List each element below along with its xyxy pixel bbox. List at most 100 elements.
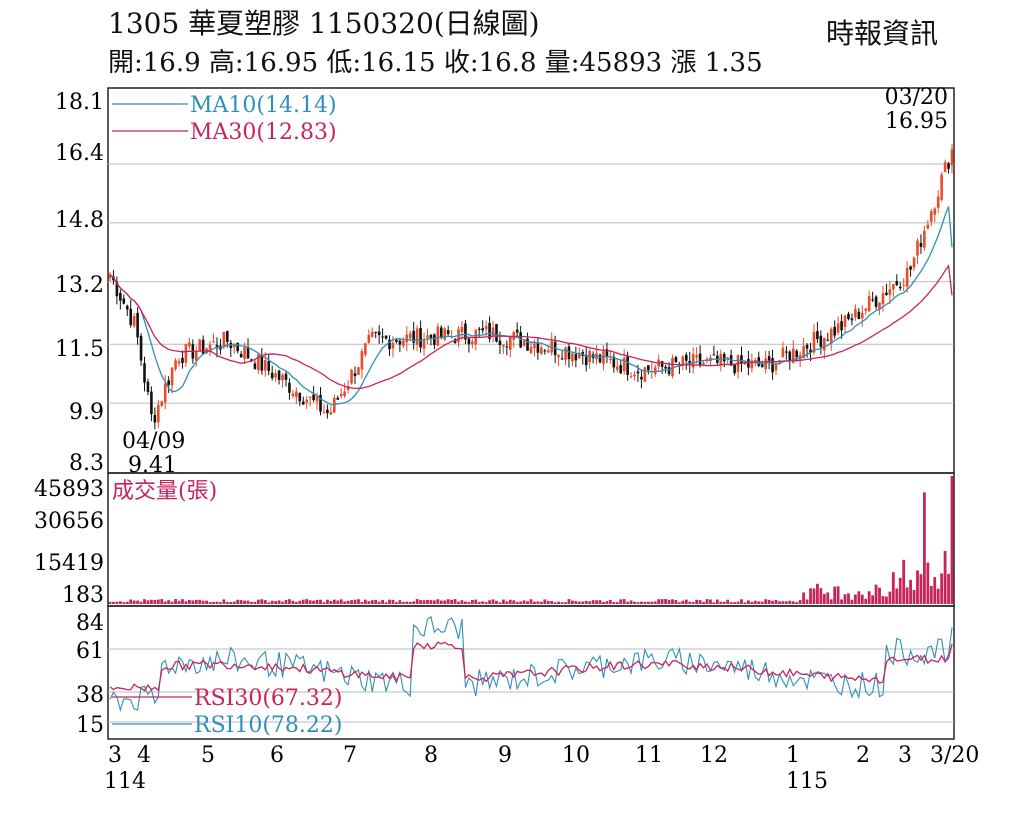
- volume-bar: [212, 601, 215, 604]
- volume-bar: [802, 592, 806, 604]
- volume-bar: [753, 600, 757, 604]
- volume-bar: [819, 588, 823, 604]
- candle-body: [929, 211, 933, 222]
- volume-bar: [550, 601, 554, 604]
- volume-bar: [146, 600, 150, 604]
- volume-bar: [667, 599, 671, 604]
- candle-body: [184, 343, 188, 363]
- volume-bar: [612, 602, 616, 604]
- candle-body: [274, 373, 277, 378]
- volume-bar: [187, 599, 191, 604]
- candle-body: [533, 343, 536, 349]
- candle-body: [712, 354, 716, 356]
- candle-body: [333, 397, 336, 413]
- candle-body: [464, 323, 467, 340]
- candle-body: [916, 240, 919, 256]
- candle-body: [688, 360, 692, 365]
- volume-bar: [529, 599, 533, 604]
- volume-bar: [298, 600, 302, 604]
- volume-bar: [940, 573, 944, 604]
- candle-body: [357, 367, 360, 375]
- candle-body: [508, 337, 512, 350]
- volume-bar: [491, 599, 495, 604]
- volume-bar: [574, 601, 578, 604]
- month-label: 10: [562, 743, 590, 768]
- volume-bars: [108, 476, 954, 604]
- volume-bar: [926, 562, 930, 604]
- month-label: 6: [270, 743, 284, 768]
- volume-bar: [840, 599, 843, 604]
- volume-bar: [453, 599, 457, 604]
- volume-bar: [129, 599, 133, 604]
- volume-bar: [505, 601, 509, 604]
- volume-bar: [916, 570, 919, 604]
- volume-bar: [664, 599, 667, 604]
- candle-body: [298, 392, 302, 402]
- volume-bar: [350, 600, 353, 604]
- volume-bar: [577, 601, 581, 604]
- candle-body: [840, 321, 843, 331]
- volume-bar: [367, 601, 371, 604]
- quote-line: 開:16.9 高:16.95 低:16.15 收:16.8 量:45893 漲 …: [108, 48, 763, 78]
- volume-bar: [677, 602, 681, 604]
- volume-bar: [160, 599, 164, 604]
- volume-bar: [170, 601, 174, 604]
- candle-body: [422, 340, 426, 349]
- candle-body: [947, 163, 950, 169]
- volume-bar: [833, 586, 837, 604]
- volume-bar: [467, 601, 471, 604]
- candle-body: [622, 357, 626, 372]
- candle-body: [188, 342, 191, 347]
- volume-bar: [288, 599, 291, 604]
- volume-bar: [898, 577, 902, 604]
- candle-body: [571, 353, 574, 362]
- candle-body: [226, 331, 229, 342]
- volume-bar: [885, 596, 888, 604]
- candle-body: [747, 358, 750, 368]
- candle-body: [281, 375, 284, 381]
- month-label: 7: [343, 743, 357, 768]
- candle-body: [322, 411, 326, 413]
- candle-body: [343, 391, 346, 396]
- volume-bar: [153, 599, 157, 604]
- volume-bar: [412, 601, 416, 604]
- candle-body: [540, 347, 543, 354]
- candle-body: [132, 315, 136, 327]
- price-annotations: 03/20 16.95 04/09 9.41: [122, 85, 948, 478]
- volume-bar: [281, 601, 284, 604]
- volume-bar: [305, 599, 309, 604]
- candle-body: [643, 367, 647, 382]
- volume-bar: [629, 600, 633, 604]
- volume-bar: [246, 600, 250, 604]
- volume-bar: [267, 602, 271, 604]
- volume-bar: [812, 588, 816, 604]
- volume-bar: [767, 599, 771, 604]
- candle-body: [867, 296, 871, 312]
- candle-body: [229, 342, 233, 349]
- volume-bar: [432, 600, 436, 604]
- volume-bar: [167, 600, 171, 604]
- ma30-legend: MA30(12.83): [190, 120, 337, 145]
- candlesticks: [108, 143, 954, 430]
- candle-body: [477, 328, 481, 330]
- candle-body: [681, 356, 685, 366]
- volume-bar: [605, 601, 609, 604]
- volume-bar: [688, 601, 692, 604]
- candle-body: [847, 313, 850, 320]
- candle-body: [584, 354, 588, 366]
- volume-bar: [702, 601, 705, 604]
- volume-bar: [709, 599, 712, 604]
- y-tick-labels: 18.1 16.4 14.8 13.2 11.5 9.9 8.3 45893 3…: [34, 90, 104, 738]
- volume-bar: [408, 601, 412, 604]
- candle-body: [726, 357, 729, 359]
- volume-bar: [619, 599, 623, 604]
- volume-bar: [798, 600, 802, 604]
- price-legend: MA10(14.14) MA30(12.83): [112, 93, 337, 145]
- candle-body: [733, 364, 736, 374]
- volume-bar: [284, 599, 288, 604]
- volume-bar: [426, 599, 429, 604]
- volume-bar: [443, 600, 447, 604]
- candle-body: [260, 355, 264, 371]
- candle-body: [198, 339, 202, 352]
- rsi-tick: 61: [76, 639, 104, 664]
